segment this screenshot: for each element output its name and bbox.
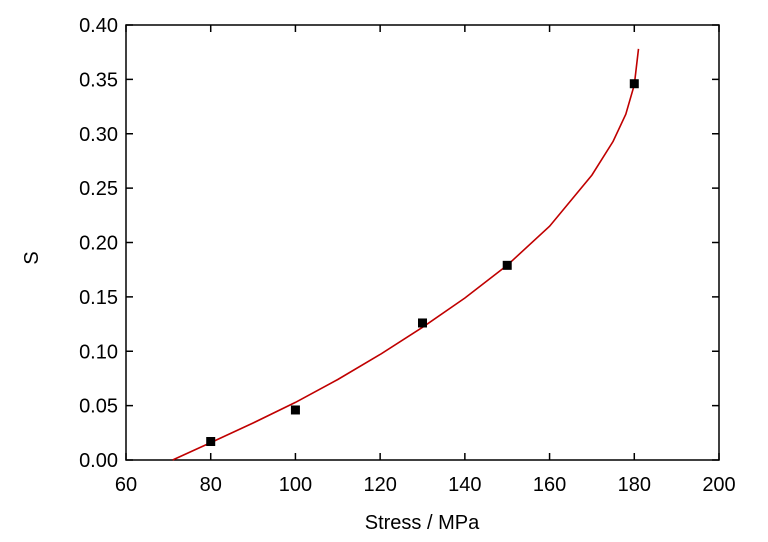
y-tick-label: 0.40 <box>79 15 118 37</box>
y-tick-label: 0.05 <box>79 396 118 418</box>
points-layer <box>206 79 639 447</box>
y-tick-label: 0.15 <box>79 287 118 309</box>
x-tick-label: 180 <box>618 474 651 496</box>
plot-frame <box>125 24 720 461</box>
x-tick-label: 120 <box>363 474 396 496</box>
fit-layer <box>172 48 640 461</box>
y-tick-label: 0.35 <box>79 69 118 91</box>
x-tick-label: 200 <box>702 474 735 496</box>
y-tick-label: 0.10 <box>79 341 118 363</box>
x-tick-label: 140 <box>448 474 481 496</box>
y-tick-label: 0.00 <box>79 450 118 472</box>
x-tick-label: 160 <box>533 474 566 496</box>
fit-line <box>172 48 640 461</box>
data-point <box>502 260 512 270</box>
data-point <box>206 437 216 447</box>
y-axis-title: S <box>21 251 43 264</box>
data-point <box>290 405 300 415</box>
x-tick-label: 100 <box>279 474 312 496</box>
x-tick-label: 80 <box>200 474 222 496</box>
y-tick-label: 0.25 <box>79 178 118 200</box>
x-tick-label: 60 <box>115 474 137 496</box>
x-axis-title: Stress / MPa <box>365 512 480 534</box>
data-point <box>418 318 427 328</box>
y-tick-label: 0.20 <box>79 233 118 255</box>
data-point <box>629 79 639 89</box>
ticks: 60 80 100 120 140 160 180 200 0.00 0.05 0.10 0.15 0.… <box>79 15 736 496</box>
y-tick-label: 0.30 <box>79 124 118 146</box>
